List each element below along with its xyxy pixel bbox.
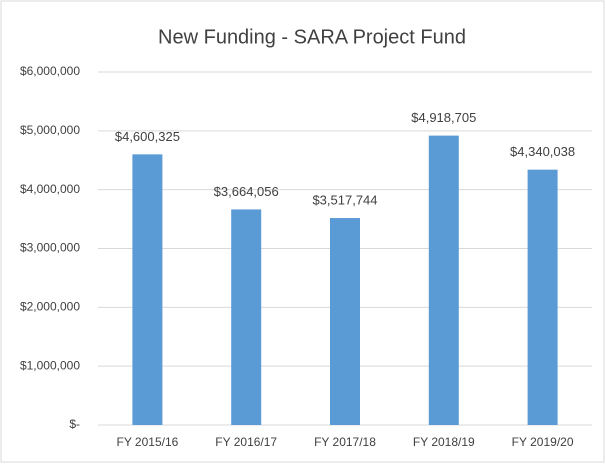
x-tick-label: FY 2018/19: [413, 435, 475, 449]
chart-title: New Funding - SARA Project Fund: [158, 26, 466, 48]
bar: [132, 154, 163, 426]
data-label: $3,664,056: [214, 184, 279, 199]
y-tick-label: $2,000,000: [20, 300, 80, 314]
x-tick-label: FY 2017/18: [314, 435, 376, 449]
y-tick-label: $1,000,000: [20, 358, 80, 372]
data-label: $4,918,705: [411, 110, 476, 125]
y-tick-label: $5,000,000: [20, 123, 80, 137]
y-tick-label: $3,000,000: [20, 241, 80, 255]
data-label: $4,340,038: [510, 144, 575, 159]
data-label: $4,600,325: [115, 129, 180, 144]
x-tick-label: FY 2015/16: [116, 435, 178, 449]
bar: [527, 169, 558, 425]
bar: [428, 135, 459, 425]
data-label: $3,517,744: [312, 192, 377, 207]
bar: [330, 218, 360, 425]
y-tick-label: $4,000,000: [20, 182, 80, 196]
bar: [231, 209, 262, 425]
x-tick-label: FY 2016/17: [215, 435, 277, 449]
y-tick-label: $6,000,000: [20, 64, 80, 78]
y-tick-label: $-: [69, 417, 80, 431]
x-tick-label: FY 2019/20: [512, 435, 574, 449]
